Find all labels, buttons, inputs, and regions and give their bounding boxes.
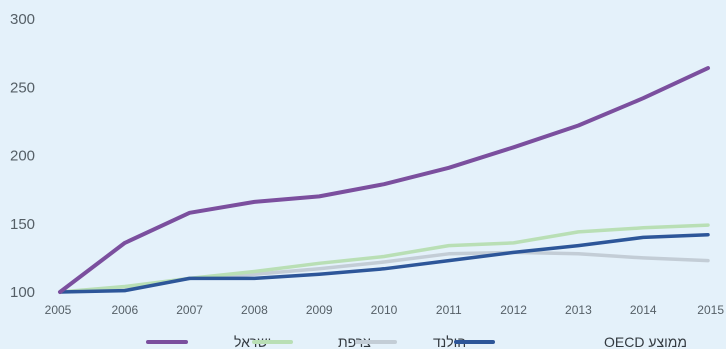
series-line-1	[58, 223, 710, 294]
series-line-0	[58, 66, 710, 294]
x-tick-label: 2014	[630, 303, 657, 317]
x-tick-label: 2005	[45, 303, 72, 317]
x-tick-label: 2013	[565, 303, 592, 317]
y-axis: 100 150 200 250 300	[10, 11, 35, 301]
y-tick-label: 100	[10, 284, 35, 301]
y-tick-label: 250	[10, 79, 35, 96]
x-tick-label: 2015	[697, 303, 724, 317]
x-axis: 2005 2006 2007 2008 2009 2010 2011 2012 2013 2014…	[45, 303, 725, 317]
x-tick-label: 2006	[111, 303, 138, 317]
series-line-3	[58, 232, 710, 294]
series-lines	[58, 66, 710, 294]
y-tick-label: 150	[10, 216, 35, 233]
y-tick-label: 300	[10, 11, 35, 28]
x-tick-label: 2008	[241, 303, 268, 317]
x-tick-label: 2010	[371, 303, 398, 317]
legend-label: צרפת	[338, 334, 371, 349]
x-tick-label: 2009	[306, 303, 333, 317]
legend: ישראל צרפת הולנד ממוצע OECD	[146, 334, 687, 349]
y-tick-label: 200	[10, 148, 35, 165]
x-tick-label: 2011	[436, 303, 462, 317]
x-tick-label: 2007	[176, 303, 203, 317]
legend-label: ממוצע OECD	[604, 334, 687, 349]
legend-label: הולנד	[433, 334, 466, 349]
x-tick-label: 2012	[500, 303, 527, 317]
